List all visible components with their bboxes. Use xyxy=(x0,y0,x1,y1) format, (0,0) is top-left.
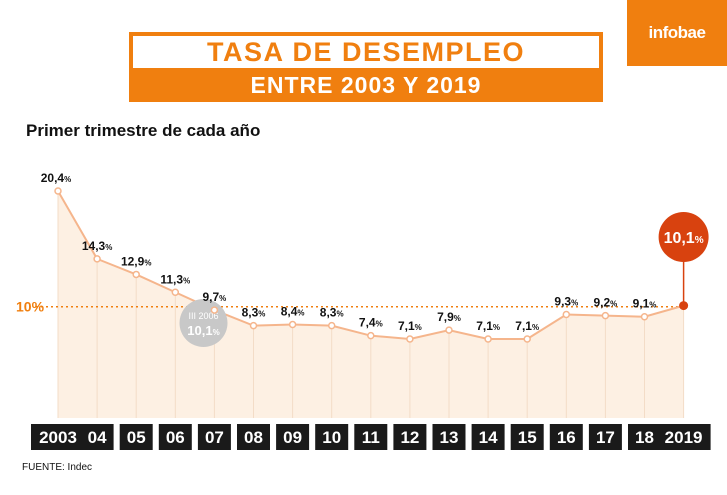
x-tick-box xyxy=(628,424,661,450)
x-tick-label: 16 xyxy=(557,428,576,447)
data-point xyxy=(288,320,297,329)
x-tick-label: 10 xyxy=(322,428,341,447)
x-tick-box xyxy=(197,424,231,450)
x-tick-label: 11 xyxy=(362,428,380,447)
data-label: 7,1% xyxy=(515,319,539,333)
infobae-logo: infobae xyxy=(627,0,727,66)
data-label: 9,2% xyxy=(593,296,617,310)
x-tick-label: 2003 xyxy=(39,428,77,447)
data-label: 20,4% xyxy=(41,171,71,185)
reference-line-label: 10% xyxy=(16,299,45,315)
data-point xyxy=(249,321,258,330)
annotation-period: III 2006 xyxy=(188,311,218,321)
data-label: 9,7% xyxy=(202,290,226,304)
x-tick-label: 08 xyxy=(244,428,263,447)
x-tick-box xyxy=(656,424,711,450)
data-point xyxy=(210,306,219,314)
x-tick-label: 04 xyxy=(88,428,107,447)
annotation-value: 10,1% xyxy=(187,323,219,338)
data-point xyxy=(445,326,453,334)
x-tick-box xyxy=(80,424,114,450)
data-label: 8,3% xyxy=(242,306,266,320)
highlight-label: 10,1% xyxy=(664,230,704,247)
data-label: 8,3% xyxy=(320,306,344,320)
data-point xyxy=(406,335,414,343)
x-tick-label: 13 xyxy=(440,428,459,447)
data-label: 7,9% xyxy=(437,310,461,324)
x-tick-label: 12 xyxy=(400,428,419,447)
x-tick-label: 17 xyxy=(596,428,615,447)
highlight-bubble xyxy=(658,212,709,262)
x-tick-label: 15 xyxy=(518,428,537,447)
x-tick-box xyxy=(158,424,192,450)
x-tick-box xyxy=(588,424,622,450)
data-point xyxy=(484,335,492,343)
data-point xyxy=(54,187,62,195)
x-tick-box xyxy=(237,424,270,450)
x-tick-label: 06 xyxy=(166,428,185,447)
data-point xyxy=(523,335,531,343)
data-label: 14,3% xyxy=(82,239,112,253)
page-title: TASA DE DESEMPLEO xyxy=(129,32,603,68)
data-point xyxy=(562,310,571,319)
x-tick-label: 2019 xyxy=(665,428,703,447)
data-label: 9,3% xyxy=(554,295,578,309)
data-point xyxy=(640,312,649,321)
x-tick-box xyxy=(119,424,153,450)
source-note: FUENTE: Indec xyxy=(22,462,93,473)
data-label: 8,4% xyxy=(281,305,305,319)
x-tick-box xyxy=(354,424,388,450)
chart-title: Primer trimestre de cada año xyxy=(26,121,261,140)
data-point xyxy=(171,288,180,297)
x-tick-box xyxy=(510,424,544,450)
x-tick-box xyxy=(31,424,85,450)
data-point xyxy=(327,321,336,330)
x-tick-box xyxy=(315,424,349,450)
data-label: 12,9% xyxy=(121,254,151,268)
x-tick-box xyxy=(432,424,466,450)
data-point xyxy=(132,270,140,279)
x-tick-box xyxy=(549,424,583,450)
data-label: 9,1% xyxy=(633,297,657,311)
x-tick-box xyxy=(471,424,505,450)
x-tick-box xyxy=(393,424,427,450)
data-label: 7,1% xyxy=(398,319,422,333)
x-tick-label: 09 xyxy=(283,428,302,447)
data-label: 7,4% xyxy=(359,316,383,330)
data-point xyxy=(601,311,610,320)
x-tick-box xyxy=(276,424,310,450)
x-tick-label: 07 xyxy=(205,428,224,447)
x-tick-label: 05 xyxy=(127,428,146,447)
highlight-point xyxy=(679,301,689,311)
data-label: 7,1% xyxy=(476,319,500,333)
data-point xyxy=(367,331,375,340)
data-label: 11,3% xyxy=(160,272,190,286)
data-point xyxy=(93,255,101,263)
page-subtitle: ENTRE 2003 Y 2019 xyxy=(129,68,603,102)
x-tick-label: 14 xyxy=(479,428,498,447)
x-tick-label: 18 xyxy=(635,428,654,447)
